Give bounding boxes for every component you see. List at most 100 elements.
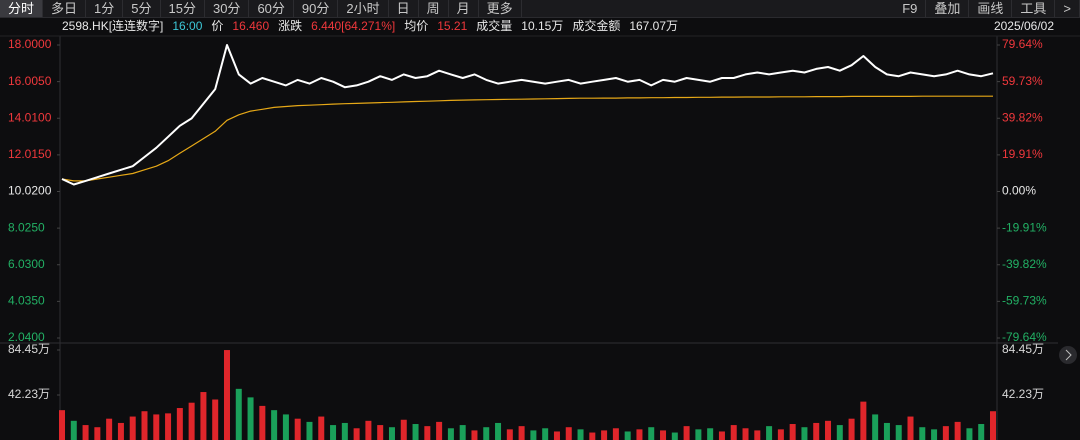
info-item: 2598.HK[连连数字] (62, 19, 164, 33)
volume-bar (400, 419, 407, 440)
volume-bar (141, 411, 148, 440)
volume-bar (212, 399, 219, 440)
date: 2025/06/02 (993, 19, 1054, 33)
info-bar: 2598.HK[连连数字] 16:00 价 16.460 涨跌 6.440[64.271%… (62, 18, 678, 34)
tab[interactable]: 1分 (86, 0, 124, 17)
volume-bar (518, 426, 525, 440)
volume-bar (412, 424, 419, 440)
volume-bar (353, 428, 360, 440)
volume-bar (377, 425, 384, 440)
volume-bar (589, 432, 596, 440)
tool-button[interactable]: F9 (894, 0, 927, 17)
y-tick-label: 84.45万 (8, 342, 50, 356)
volume-bar (318, 416, 325, 440)
volume-bar (695, 429, 702, 440)
toolbar: 分时 多日 1分 5分 15分 30分 60分 90分 2小时日周月更多 F9 叠加 画线 工具 > (0, 0, 1080, 18)
volume-bar (612, 428, 619, 440)
tab[interactable]: 15分 (161, 0, 205, 17)
tab[interactable]: 分时 (0, 0, 44, 17)
y-tick-label: 42.23万 (8, 387, 50, 401)
volume-bar (895, 425, 902, 440)
volume-bar (742, 428, 749, 440)
volume-bar (754, 430, 761, 440)
volume-bar (153, 414, 160, 440)
volume-bar (447, 428, 454, 440)
volume-bar (424, 426, 431, 440)
info-item: 15.21 (437, 19, 468, 33)
info-item: 167.07万 (629, 19, 679, 33)
y-tick-label: 10.0200 (8, 184, 52, 198)
volume-bar (82, 425, 89, 440)
volume-bar (990, 411, 996, 440)
volume-bar (200, 392, 207, 440)
volume-bar (495, 422, 502, 440)
volume-bar (106, 418, 113, 440)
volume-bar (459, 425, 466, 440)
volume-bar (766, 426, 773, 440)
tab[interactable]: 30分 (205, 0, 250, 17)
volume-bar (648, 427, 655, 440)
volume-bar (388, 427, 395, 440)
volume-bar (282, 414, 289, 440)
volume-bar (235, 388, 242, 440)
tab[interactable]: 日 (389, 0, 419, 17)
y2-tick-label: 42.23万 (1002, 387, 1044, 401)
info-item: 10.15万 (521, 19, 564, 33)
volume-bar (70, 420, 77, 440)
tool-button[interactable]: 叠加 (926, 0, 970, 17)
volume-bar (553, 431, 560, 440)
volume-bar (188, 402, 195, 440)
y2-tick-label: -59.73% (1002, 294, 1047, 308)
y-tick-label: 2.0400 (8, 330, 45, 344)
info-item: 成交量 (476, 19, 513, 33)
volume-bar (966, 428, 973, 440)
volume-bar (223, 350, 230, 440)
volume-bar (730, 425, 737, 440)
tab[interactable]: 60分 (249, 0, 294, 17)
volume-bar (931, 429, 938, 440)
volume-bar (271, 410, 278, 440)
scroll-arrow (1065, 349, 1072, 361)
tab[interactable]: 更多 (479, 0, 522, 17)
price-line (61, 95, 993, 182)
volume-bar (294, 418, 301, 440)
scroll-button[interactable] (1059, 346, 1077, 364)
volume-bar (330, 425, 337, 440)
volume-bar (683, 426, 690, 440)
volume-bar (954, 421, 961, 440)
volume-bar (59, 410, 65, 440)
info-item: 涨跌 (278, 19, 303, 33)
tab[interactable]: 5分 (123, 0, 161, 17)
y2-tick-label: -39.82% (1002, 257, 1047, 271)
tool-button[interactable]: 画线 (969, 0, 1013, 17)
tool-button[interactable]: 工具 (1012, 0, 1056, 17)
volume-bar (660, 430, 667, 440)
y-tick-label: 12.0150 (8, 147, 52, 161)
tab[interactable]: 2小时 (338, 0, 389, 17)
y2-tick-label: -79.64% (1002, 330, 1047, 344)
info-item: 成交金额 (572, 19, 621, 33)
volume-bar (872, 414, 879, 440)
y-tick-label: 14.0100 (8, 110, 52, 124)
volume-bar (306, 421, 313, 440)
volume-bar (671, 432, 678, 440)
y2-tick-label: 39.82% (1002, 110, 1043, 124)
volume-bar (848, 418, 855, 440)
volume-bar (718, 431, 725, 440)
tab[interactable]: 多日 (43, 0, 87, 17)
volume-bar (919, 427, 926, 440)
volume-bar (813, 422, 820, 440)
y2-tick-label: 84.45万 (1002, 342, 1044, 356)
volume-bar (129, 416, 136, 440)
volume-bar (883, 422, 890, 440)
volume-bar (506, 429, 513, 440)
volume-bar (117, 422, 124, 440)
tab[interactable]: 90分 (294, 0, 339, 17)
info-item: 16:00 (172, 19, 203, 33)
tab[interactable]: 周 (419, 0, 449, 17)
volume-bar (601, 430, 608, 440)
tab[interactable]: 月 (449, 0, 479, 17)
volume-bar (942, 426, 949, 440)
y-tick-label: 18.0000 (8, 37, 52, 51)
